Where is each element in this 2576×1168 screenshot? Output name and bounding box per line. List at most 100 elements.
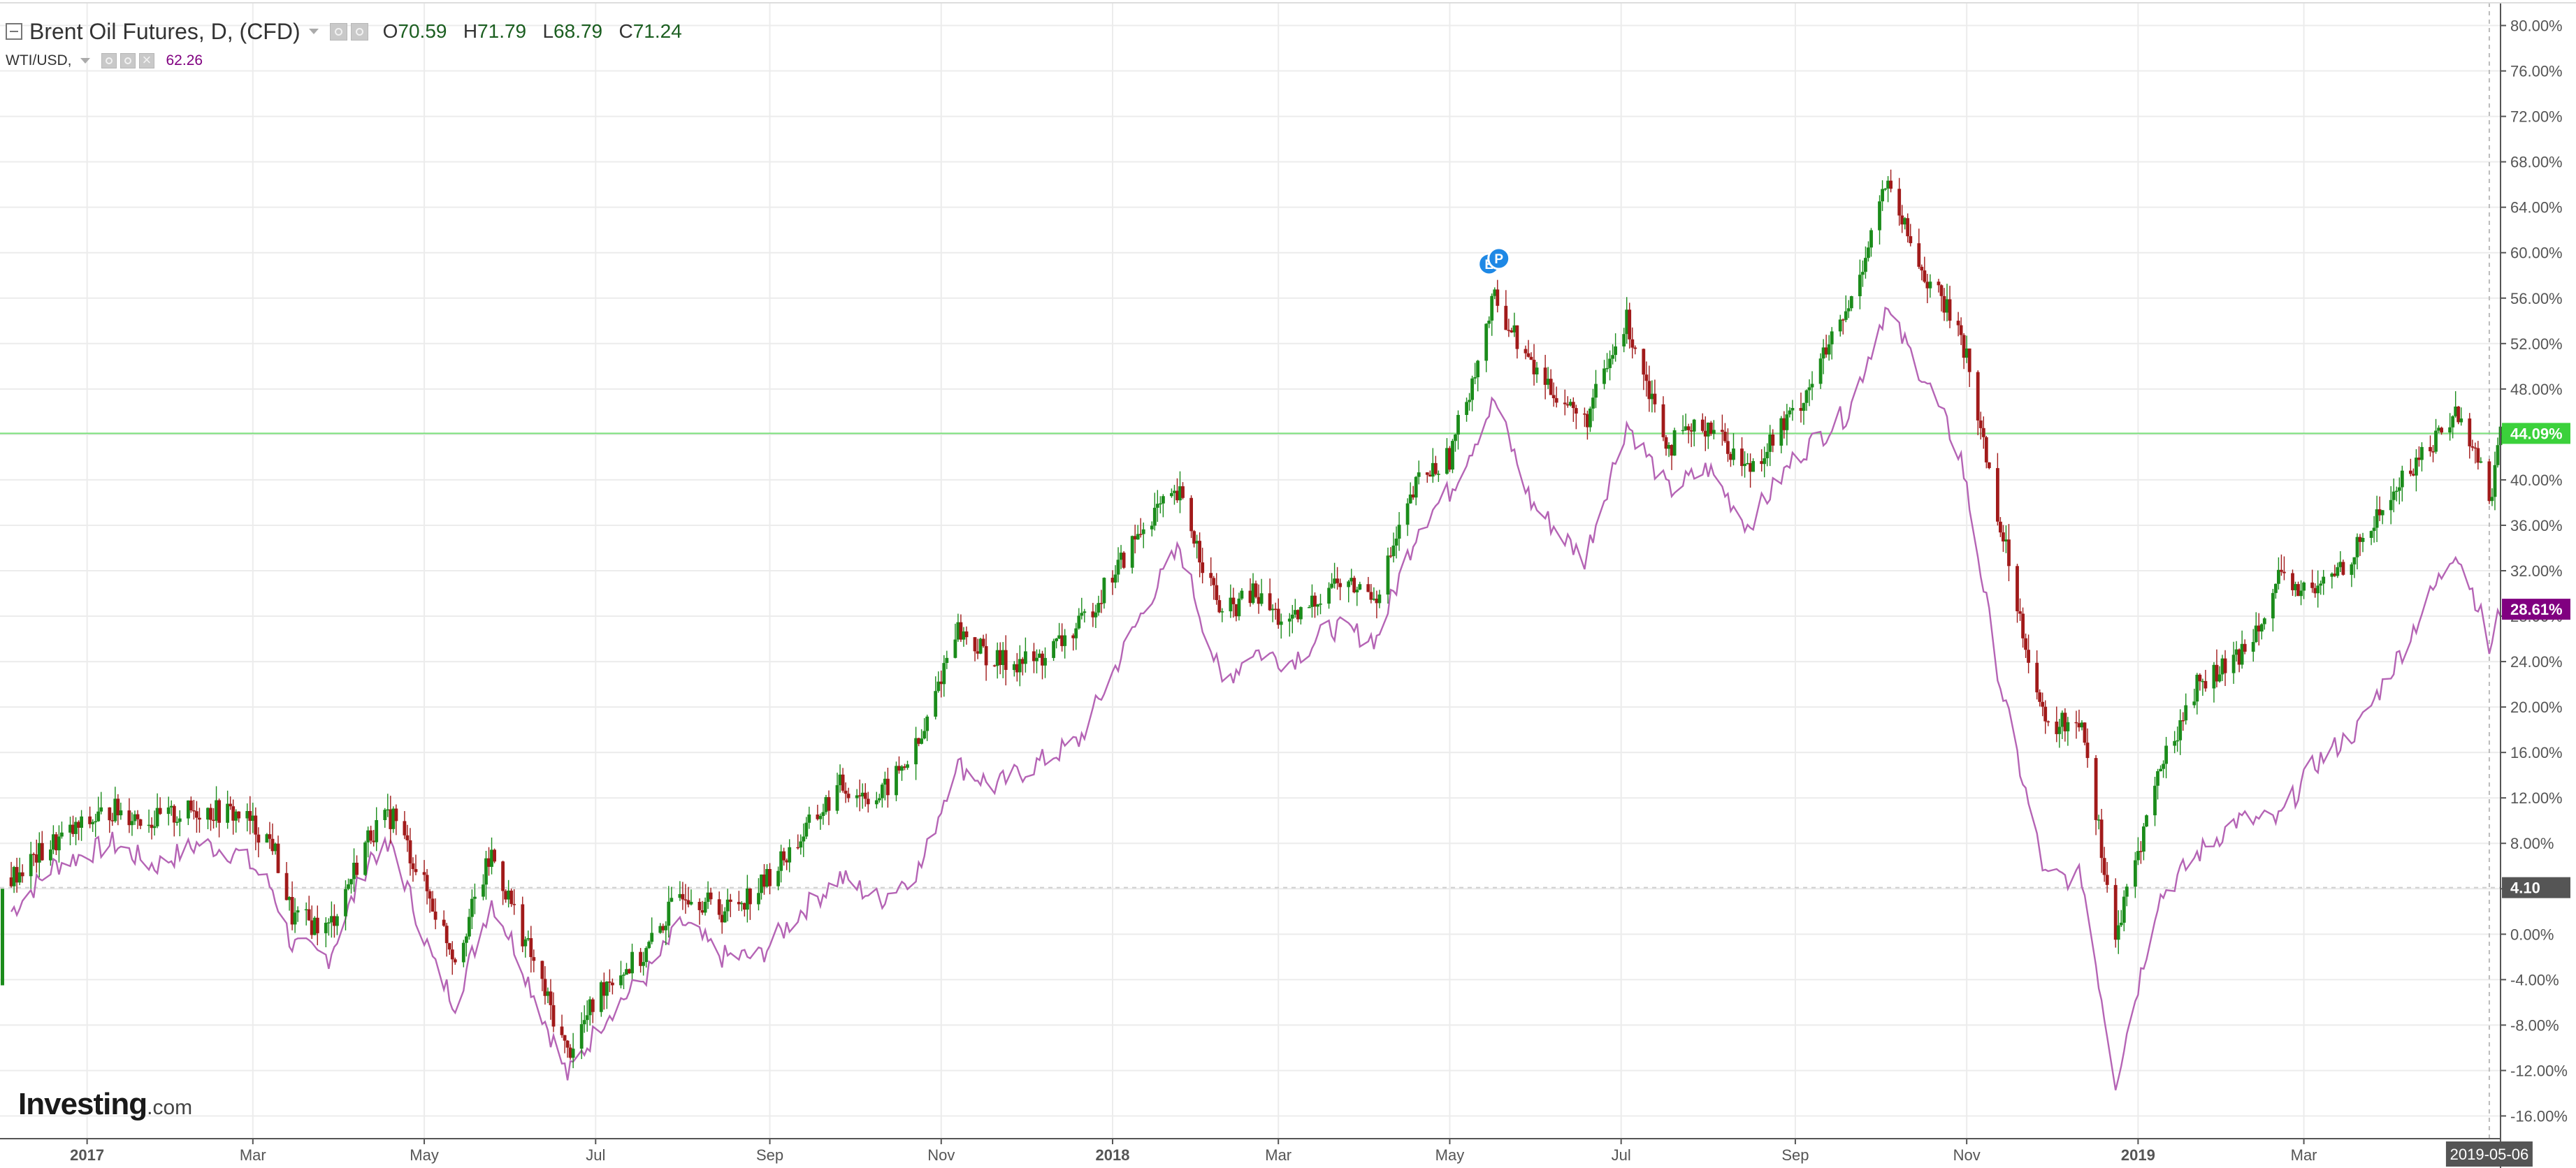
candle-body bbox=[428, 891, 432, 899]
candle-body bbox=[96, 811, 101, 822]
symbol-title[interactable]: Brent Oil Futures, D, (CFD) bbox=[29, 18, 301, 44]
candle-body bbox=[2476, 448, 2480, 463]
ohlc-high-key: H bbox=[463, 20, 478, 42]
candle-body bbox=[2341, 562, 2345, 575]
candle-body bbox=[1546, 379, 1550, 385]
candle-body bbox=[1080, 613, 1084, 616]
candle-body bbox=[1251, 583, 1255, 604]
candle-body bbox=[1867, 247, 1870, 258]
comparison-title[interactable]: WTI/USD, bbox=[6, 52, 72, 68]
candle-body bbox=[386, 809, 390, 811]
brent-last-badge: 44.09% bbox=[2510, 425, 2563, 442]
candle-body bbox=[1175, 490, 1179, 501]
event-marker-icon[interactable] bbox=[1487, 247, 1511, 270]
candle-body bbox=[1838, 319, 1842, 332]
candle-body bbox=[366, 830, 370, 842]
y-axis-tick-label: 12.00% bbox=[2510, 789, 2563, 807]
candle-body bbox=[1664, 437, 1668, 449]
candle-body bbox=[2479, 461, 2483, 463]
candle-body bbox=[1310, 595, 1314, 607]
candle-body bbox=[375, 820, 379, 842]
candle-body bbox=[984, 645, 988, 666]
candle-body bbox=[706, 892, 710, 902]
candle-body bbox=[1625, 309, 1629, 335]
candle-body bbox=[667, 901, 671, 926]
candle-body bbox=[2456, 407, 2461, 423]
ohlc-close-key: C bbox=[618, 20, 633, 42]
y-axis-tick-label: 52.00% bbox=[2510, 335, 2563, 353]
candle-body bbox=[739, 903, 744, 905]
candle-body bbox=[501, 861, 505, 891]
candle-body bbox=[678, 893, 682, 898]
candle-body bbox=[630, 951, 634, 974]
candle-body bbox=[352, 863, 356, 879]
candle-body bbox=[2400, 470, 2404, 488]
candle-body bbox=[1628, 309, 1632, 340]
candle-body bbox=[2153, 785, 2157, 816]
candle-body bbox=[683, 899, 688, 900]
candle-body bbox=[2234, 649, 2238, 655]
candle-body bbox=[2231, 655, 2236, 673]
chevron-down-icon[interactable] bbox=[308, 29, 319, 34]
close-icon[interactable] bbox=[138, 51, 154, 69]
candle-body bbox=[1743, 464, 1746, 467]
y-axis-tick-label: 76.00% bbox=[2510, 63, 2563, 80]
candle-body bbox=[88, 816, 92, 824]
candle-body bbox=[2018, 611, 2022, 614]
candle-body bbox=[344, 889, 347, 917]
candle-body bbox=[1824, 347, 1828, 355]
chevron-down-icon[interactable] bbox=[80, 58, 90, 64]
candle-body bbox=[1821, 347, 1825, 359]
candle-body bbox=[1259, 593, 1264, 604]
y-axis-tick-label: 40.00% bbox=[2510, 472, 2563, 489]
candle-body bbox=[1917, 243, 1921, 267]
candle-body bbox=[981, 638, 985, 646]
collapse-icon[interactable] bbox=[6, 23, 22, 40]
candle-body bbox=[2259, 624, 2264, 632]
candle-body bbox=[2496, 445, 2500, 465]
candle-body bbox=[1234, 604, 1238, 617]
candle-body bbox=[1330, 583, 1333, 588]
candle-body bbox=[2016, 566, 2019, 611]
candle-body bbox=[588, 999, 592, 1016]
settings-icon[interactable] bbox=[350, 22, 368, 41]
candle-body bbox=[2074, 722, 2078, 724]
candle-body bbox=[1094, 612, 1098, 618]
candle-body bbox=[1841, 319, 1845, 321]
candle-body bbox=[1846, 308, 1851, 312]
candle-body bbox=[2282, 571, 2286, 574]
candle-body bbox=[1510, 330, 1514, 333]
y-axis[interactable]: 80.00% 76.00% 72.00% 68.00% 64.00% 60.00% 56.0… bbox=[2501, 17, 2570, 1125]
candle-body bbox=[433, 911, 437, 920]
candle-body bbox=[1099, 603, 1104, 604]
candle-body bbox=[312, 917, 317, 935]
crosshair-date-label: 2019-05-06 bbox=[2450, 1146, 2529, 1163]
candle-body bbox=[689, 902, 693, 905]
candle-body bbox=[1170, 492, 1173, 497]
candle-body bbox=[1703, 430, 1707, 437]
eye-icon[interactable] bbox=[329, 22, 347, 41]
candle-body bbox=[1939, 285, 1944, 296]
candle-body bbox=[725, 899, 730, 912]
brent-candles bbox=[1, 169, 2503, 1069]
candle-body bbox=[166, 807, 171, 815]
candle-body bbox=[568, 1047, 572, 1058]
eye-icon[interactable] bbox=[101, 53, 117, 68]
candle-body bbox=[1672, 430, 1677, 456]
candle-body bbox=[2280, 569, 2283, 572]
candle-body bbox=[40, 842, 44, 861]
candle-body bbox=[2041, 701, 2045, 707]
settings-icon[interactable] bbox=[120, 53, 136, 68]
y-axis-tick-label: 72.00% bbox=[2510, 108, 2563, 126]
candle-body bbox=[1878, 201, 1881, 231]
candle-body bbox=[2262, 618, 2266, 625]
candle-body bbox=[877, 798, 881, 801]
candle-body bbox=[310, 920, 314, 935]
candle-body bbox=[130, 821, 134, 826]
x-axis[interactable]: 2017 Mar May Jul Sep Nov 2018 Mar May Jul Sep Nov 20… bbox=[70, 1139, 2533, 1167]
candle-body bbox=[992, 665, 997, 666]
candle-body bbox=[94, 821, 98, 823]
candle-body bbox=[1220, 611, 1224, 613]
